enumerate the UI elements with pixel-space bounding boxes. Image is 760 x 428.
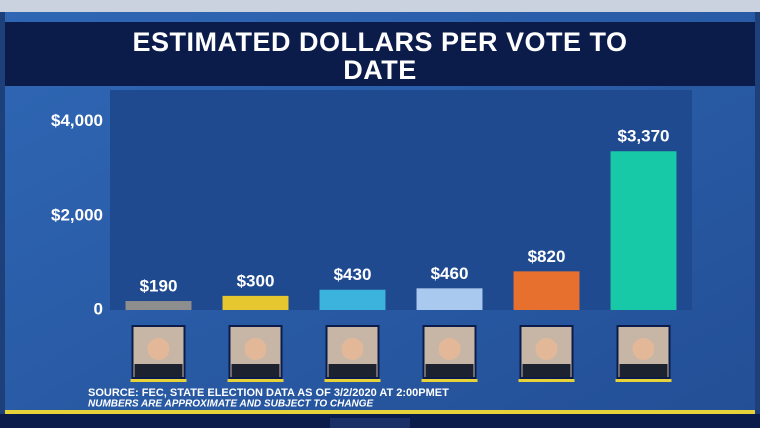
value-label: $460 <box>431 264 469 283</box>
photo-face <box>147 338 170 360</box>
photo-underline <box>615 379 672 382</box>
bar <box>610 151 677 310</box>
bar <box>222 295 289 310</box>
y-tick-label: $4,000 <box>51 111 103 130</box>
bottom-rule <box>5 410 755 414</box>
value-label: $820 <box>528 247 566 266</box>
y-tick-label: $2,000 <box>51 205 103 224</box>
photo-underline <box>421 379 478 382</box>
photo-face <box>244 338 267 360</box>
bar <box>416 288 483 310</box>
photo-underline <box>324 379 381 382</box>
photo-shoulders <box>134 364 183 377</box>
note-text: NUMBERS ARE APPROXIMATE AND SUBJECT TO C… <box>88 399 374 410</box>
plot-area <box>110 90 692 310</box>
value-label: $300 <box>237 271 275 290</box>
photo-shoulders <box>328 364 377 377</box>
source-text: SOURCE: FEC, STATE ELECTION DATA AS OF 3… <box>88 387 449 399</box>
photo-shoulders <box>619 364 668 377</box>
value-label: $190 <box>140 277 178 296</box>
bottom-tab <box>330 418 410 428</box>
value-label: $430 <box>334 265 372 284</box>
photo-face <box>341 338 364 360</box>
bar <box>319 289 386 310</box>
photo-shoulders <box>522 364 571 377</box>
photo-face <box>632 338 655 360</box>
top-strip <box>0 0 760 12</box>
photo-shoulders <box>425 364 474 377</box>
value-label: $3,370 <box>618 127 670 146</box>
photo-underline <box>518 379 575 382</box>
bar <box>513 271 580 310</box>
title-band <box>5 22 755 86</box>
photo-face <box>438 338 461 360</box>
photo-shoulders <box>231 364 280 377</box>
photo-underline <box>130 379 187 382</box>
bar <box>125 301 192 310</box>
y-tick-label: 0 <box>94 299 103 318</box>
photo-face <box>535 338 558 360</box>
photo-underline <box>227 379 284 382</box>
chart-title: ESTIMATED DOLLARS PER VOTE TO DATE <box>132 27 628 85</box>
